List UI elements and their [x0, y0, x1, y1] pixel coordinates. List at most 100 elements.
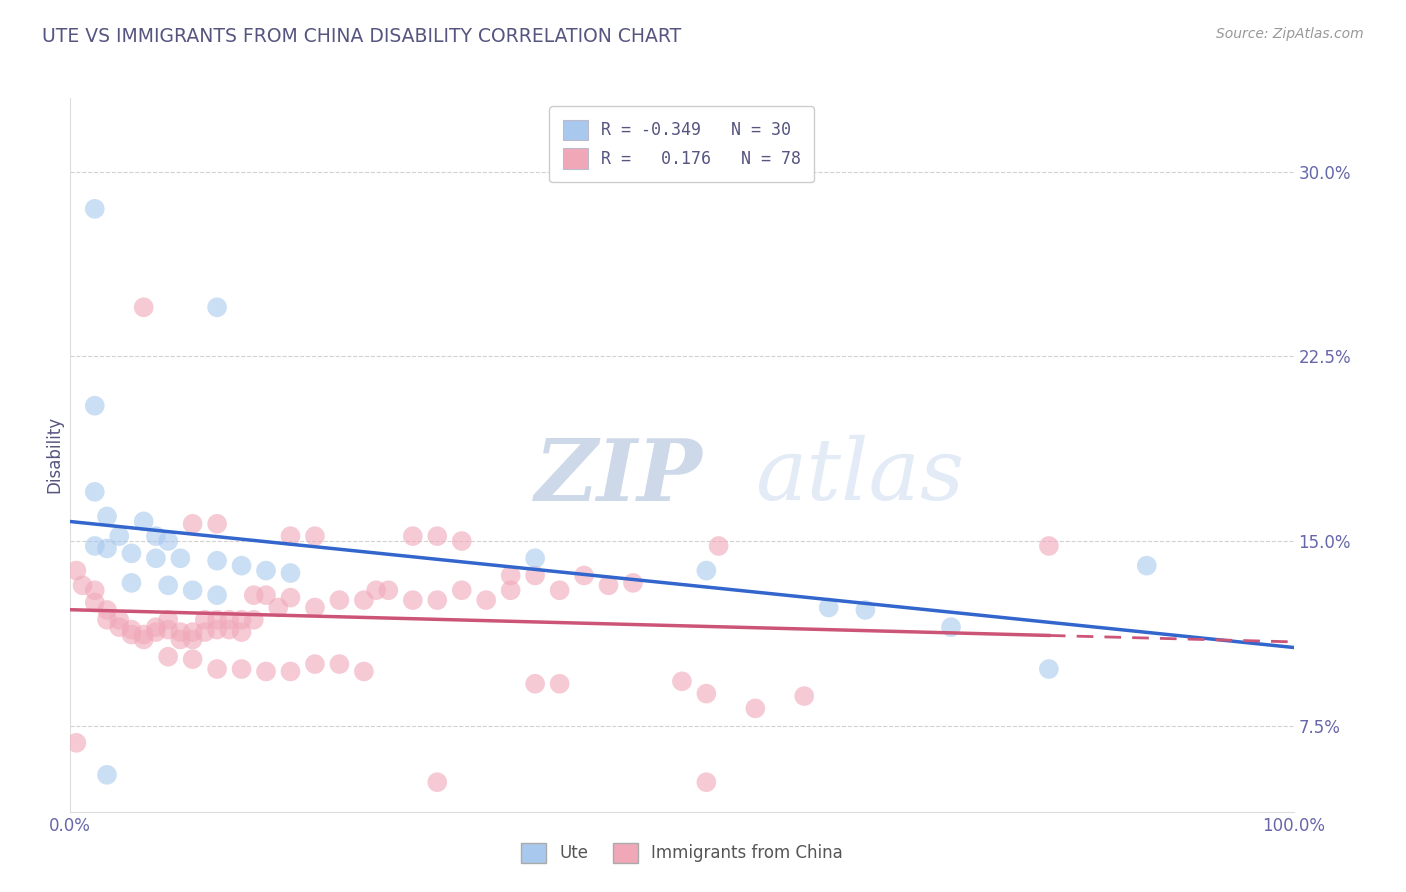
- Point: [132, 627, 155, 641]
- Point: [121, 546, 143, 560]
- Point: [181, 652, 204, 666]
- Point: [181, 625, 204, 640]
- Text: Source: ZipAtlas.com: Source: ZipAtlas.com: [1216, 27, 1364, 41]
- Point: [1038, 662, 1060, 676]
- Point: [254, 665, 277, 679]
- Point: [218, 613, 240, 627]
- Point: [65, 736, 87, 750]
- Point: [280, 566, 302, 580]
- Point: [169, 625, 191, 640]
- Point: [205, 300, 228, 314]
- Point: [524, 551, 547, 566]
- Point: [231, 625, 253, 640]
- Point: [96, 541, 118, 556]
- Point: [328, 657, 350, 671]
- Point: [96, 613, 118, 627]
- Point: [402, 529, 425, 543]
- Point: [145, 529, 167, 543]
- Point: [83, 583, 105, 598]
- Point: [426, 593, 449, 607]
- Point: [707, 539, 730, 553]
- Point: [83, 202, 105, 216]
- Point: [243, 588, 266, 602]
- Point: [231, 558, 253, 573]
- Point: [353, 665, 375, 679]
- Point: [132, 514, 155, 528]
- Point: [157, 623, 180, 637]
- Legend: Ute, Immigrants from China: Ute, Immigrants from China: [509, 831, 855, 875]
- Point: [254, 588, 277, 602]
- Point: [328, 593, 350, 607]
- Point: [218, 623, 240, 637]
- Point: [1038, 539, 1060, 553]
- Point: [83, 399, 105, 413]
- Point: [132, 300, 155, 314]
- Point: [157, 613, 180, 627]
- Point: [280, 591, 302, 605]
- Point: [426, 529, 449, 543]
- Point: [475, 593, 498, 607]
- Point: [243, 613, 266, 627]
- Point: [280, 529, 302, 543]
- Point: [205, 662, 228, 676]
- Point: [548, 583, 571, 598]
- Point: [280, 665, 302, 679]
- Point: [181, 632, 204, 647]
- Point: [499, 568, 522, 582]
- Point: [83, 596, 105, 610]
- Point: [695, 564, 717, 578]
- Point: [548, 677, 571, 691]
- Point: [254, 564, 277, 578]
- Point: [121, 623, 143, 637]
- Point: [572, 568, 595, 582]
- Point: [108, 613, 131, 627]
- Point: [304, 657, 326, 671]
- Point: [231, 613, 253, 627]
- Point: [96, 768, 118, 782]
- Point: [205, 516, 228, 531]
- Point: [267, 600, 290, 615]
- Point: [145, 551, 167, 566]
- Point: [65, 564, 87, 578]
- Point: [205, 623, 228, 637]
- Point: [181, 583, 204, 598]
- Point: [793, 689, 815, 703]
- Point: [145, 625, 167, 640]
- Point: [157, 578, 180, 592]
- Point: [132, 632, 155, 647]
- Point: [1136, 558, 1159, 573]
- Point: [855, 603, 877, 617]
- Point: [108, 529, 131, 543]
- Point: [83, 484, 105, 499]
- Point: [157, 534, 180, 549]
- Point: [817, 600, 839, 615]
- Point: [450, 534, 472, 549]
- Point: [377, 583, 399, 598]
- Y-axis label: Disability: Disability: [45, 417, 63, 493]
- Point: [96, 603, 118, 617]
- Point: [205, 613, 228, 627]
- Point: [939, 620, 962, 634]
- Point: [304, 600, 326, 615]
- Text: atlas: atlas: [755, 435, 965, 517]
- Point: [194, 613, 217, 627]
- Point: [157, 649, 180, 664]
- Point: [121, 627, 143, 641]
- Point: [621, 575, 644, 590]
- Point: [304, 529, 326, 543]
- Point: [598, 578, 620, 592]
- Point: [169, 632, 191, 647]
- Point: [695, 775, 717, 789]
- Point: [671, 674, 693, 689]
- Text: ZIP: ZIP: [536, 434, 703, 518]
- Point: [181, 516, 204, 531]
- Point: [205, 588, 228, 602]
- Point: [366, 583, 388, 598]
- Point: [121, 575, 143, 590]
- Point: [205, 554, 228, 568]
- Point: [145, 620, 167, 634]
- Point: [72, 578, 94, 592]
- Point: [524, 568, 547, 582]
- Point: [169, 551, 191, 566]
- Point: [194, 625, 217, 640]
